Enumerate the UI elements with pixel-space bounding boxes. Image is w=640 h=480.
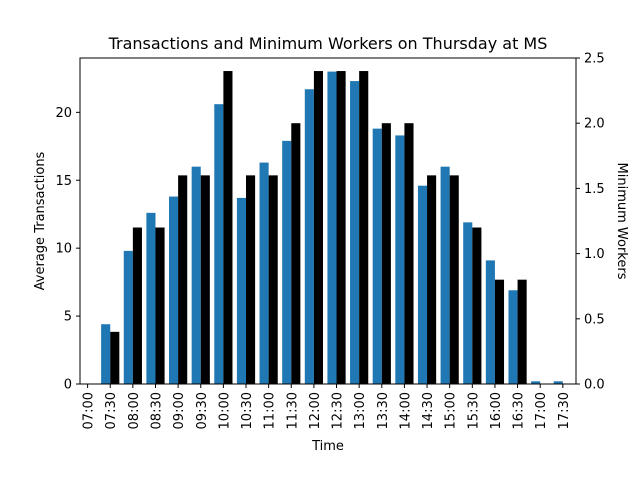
- bar-transactions-1630: [508, 290, 518, 384]
- bar-workers-1530: [472, 227, 482, 384]
- x-tick-label: 13:00: [353, 392, 368, 429]
- bar-workers-1300: [359, 71, 369, 384]
- bar-transactions-1500: [440, 166, 450, 384]
- x-axis: 07:00 07:30 08:00 08:30 09:00 09:30 10:00 10:30…: [82, 384, 572, 429]
- right-tick-label: 0.0: [584, 378, 605, 393]
- x-tick-label: 17:00: [534, 392, 549, 429]
- left-tick-label: 10: [55, 242, 72, 257]
- bar-transactions-1300: [350, 81, 360, 384]
- bar-transactions-1530: [463, 222, 473, 384]
- x-tick-label: 09:30: [195, 392, 210, 429]
- bar-workers-1630: [517, 279, 527, 384]
- left-tick-label: 5: [64, 310, 72, 325]
- bar-workers-1130: [291, 123, 301, 384]
- bar-transactions-1030: [236, 197, 247, 384]
- left-tick-label: 0: [64, 378, 72, 393]
- x-tick-label: 11:00: [263, 392, 278, 429]
- bar-workers-1330: [381, 123, 391, 384]
- bar-workers-1000: [223, 71, 233, 384]
- bar-workers-1400: [404, 123, 414, 384]
- bar-workers-1600: [494, 279, 505, 384]
- left-tick-label: 15: [55, 174, 72, 189]
- bar-transactions-0800: [123, 250, 133, 384]
- right-tick-label: 1.5: [584, 182, 605, 197]
- x-tick-label: 11:30: [285, 392, 300, 429]
- plot-frame: [79, 57, 577, 385]
- x-tick-label: 10:00: [217, 392, 232, 429]
- x-tick-label: 07:30: [104, 392, 119, 429]
- x-tick-label: 17:30: [557, 392, 572, 429]
- x-tick-label: 12:30: [331, 392, 346, 429]
- bar-workers-1430: [427, 175, 437, 384]
- left-axis-label: Average Transactions: [33, 151, 48, 290]
- left-tick-label: 20: [55, 106, 72, 121]
- bar-transactions-1230: [327, 71, 337, 384]
- bar-transactions-1700: [531, 381, 541, 384]
- bar-transactions-1400: [395, 135, 405, 384]
- right-axis: 0.0 0.5 1.0 1.5 2.0 2.5: [576, 52, 605, 393]
- bar-workers-0830: [155, 227, 165, 384]
- bar-workers-0800: [132, 227, 142, 384]
- x-tick-label: 09:00: [172, 392, 187, 429]
- bar-transactions-0900: [169, 196, 179, 384]
- x-axis-label: Time: [311, 439, 344, 454]
- x-tick-label: 15:30: [466, 392, 481, 429]
- bar-transactions-0930: [191, 166, 201, 384]
- bar-workers-1030: [246, 175, 256, 384]
- x-tick-label: 08:30: [149, 392, 164, 429]
- right-tick-label: 2.0: [584, 117, 605, 132]
- bar-transactions-0730: [101, 324, 111, 384]
- bar-transactions-1730: [553, 381, 563, 384]
- bar-transactions-1430: [417, 185, 428, 384]
- bar-transactions-1130: [282, 140, 292, 384]
- bar-transactions-1100: [259, 162, 269, 384]
- x-tick-label: 16:00: [489, 392, 504, 429]
- bar-workers-1500: [449, 175, 459, 384]
- bar-workers-0900: [178, 175, 188, 384]
- bar-transactions-1200: [304, 89, 314, 384]
- bar-transactions-1600: [485, 260, 495, 384]
- x-tick-label: 15:00: [444, 392, 459, 429]
- right-axis-label: Minimum Workers: [614, 163, 629, 280]
- bars-layer: [101, 71, 563, 384]
- x-tick-label: 08:00: [127, 392, 142, 429]
- bar-transactions-0830: [146, 212, 156, 384]
- left-axis: 0 5 10 15 20: [55, 106, 80, 393]
- chart-title: Transactions and Minimum Workers on Thur…: [108, 34, 548, 53]
- bar-workers-0730: [110, 331, 120, 384]
- right-tick-label: 0.5: [584, 312, 605, 327]
- x-tick-label: 14:00: [398, 392, 413, 429]
- x-tick-label: 07:00: [82, 392, 97, 429]
- x-tick-label: 13:30: [376, 392, 391, 429]
- bar-transactions-1330: [372, 128, 382, 384]
- x-tick-label: 16:30: [512, 392, 527, 429]
- x-tick-label: 10:30: [240, 392, 255, 429]
- right-tick-label: 1.0: [584, 247, 605, 262]
- bar-workers-0930: [200, 175, 210, 384]
- right-tick-label: 2.5: [584, 52, 605, 67]
- bar-transactions-1000: [214, 104, 224, 384]
- bar-workers-1230: [336, 71, 346, 384]
- bar-workers-1100: [268, 175, 278, 384]
- x-tick-label: 14:30: [421, 392, 436, 429]
- x-tick-label: 12:00: [308, 392, 323, 429]
- bar-workers-1200: [313, 71, 323, 384]
